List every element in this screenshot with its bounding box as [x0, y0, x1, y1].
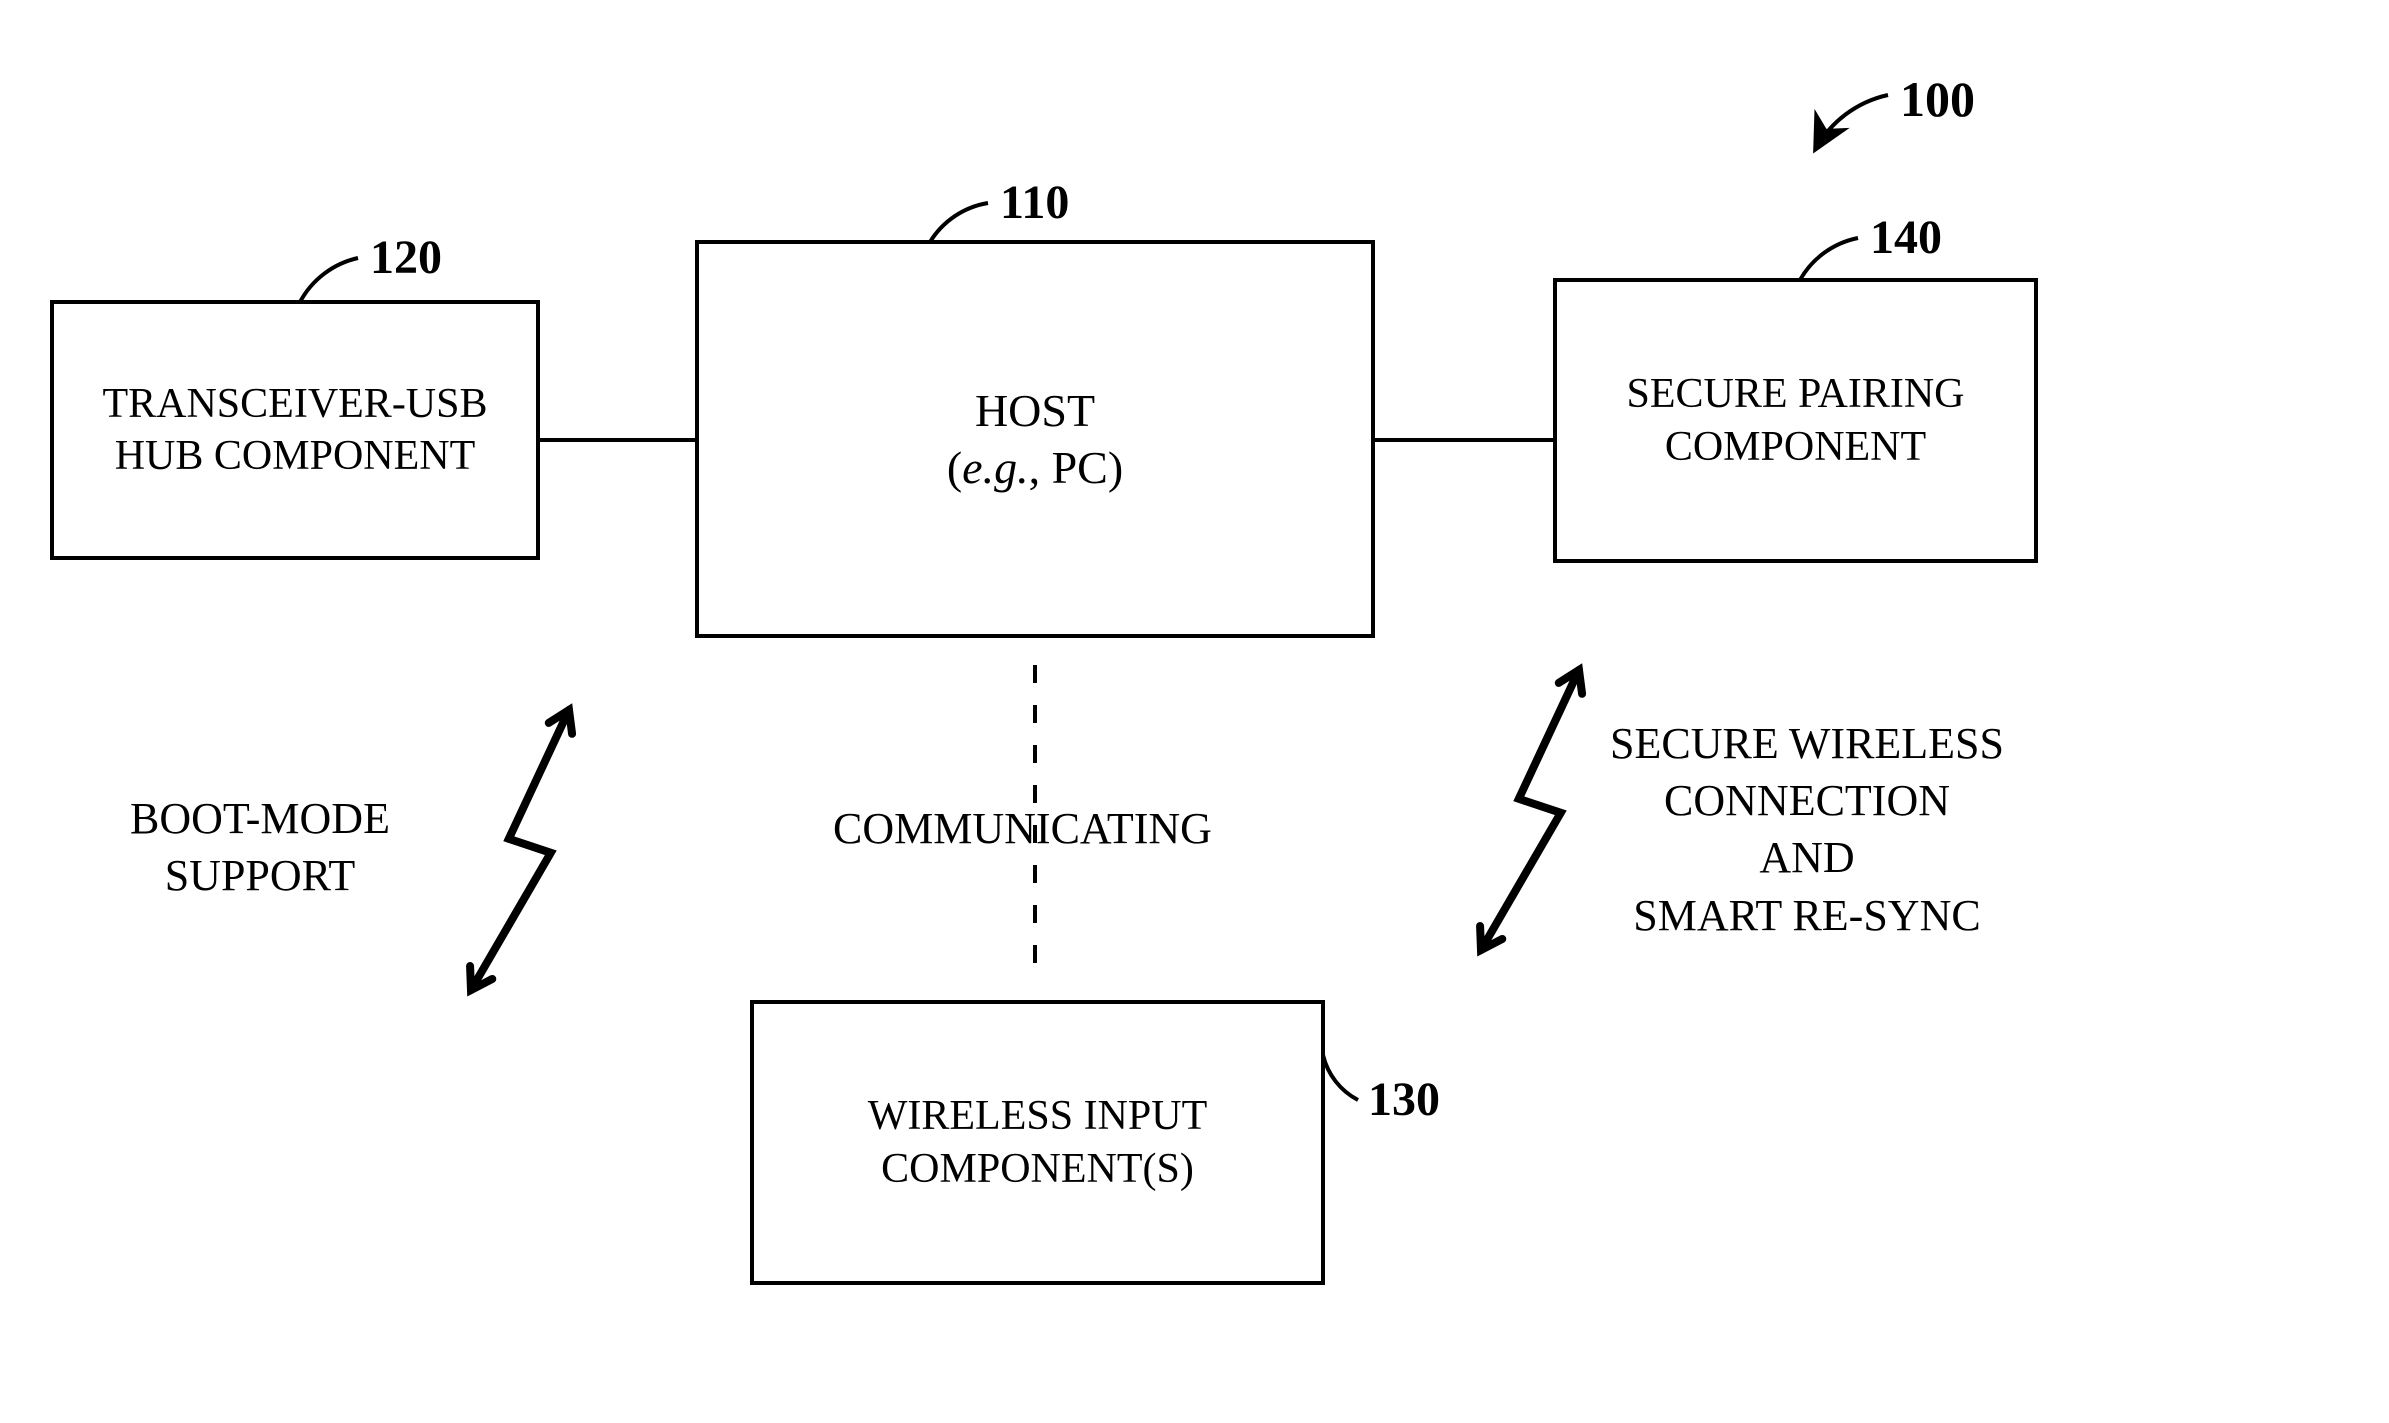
ref-num-140: 140: [1870, 210, 1942, 265]
ref-num-110: 110: [1000, 175, 1069, 230]
label-communicating: COMMUNICATING: [833, 800, 1212, 857]
label-secure-wireless: SECURE WIRELESS CONNECTION AND SMART RE-…: [1610, 715, 2004, 944]
label-boot-mode-support: BOOT-MODE SUPPORT: [130, 790, 390, 904]
ref-num-100: 100: [1900, 70, 1975, 128]
diagram-canvas: TRANSCEIVER-USB HUB COMPONENT HOST (e.g.…: [0, 0, 2389, 1423]
connectors-svg: [0, 0, 2389, 1423]
ref-num-130: 130: [1368, 1072, 1440, 1127]
ref-num-120: 120: [370, 230, 442, 285]
